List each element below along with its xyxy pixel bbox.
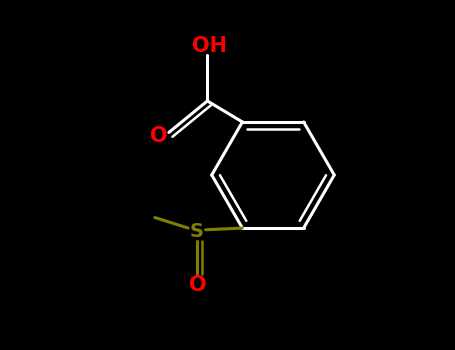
Text: S: S: [190, 222, 204, 241]
Text: OH: OH: [192, 36, 227, 56]
Text: O: O: [189, 275, 207, 295]
Text: O: O: [150, 126, 167, 146]
